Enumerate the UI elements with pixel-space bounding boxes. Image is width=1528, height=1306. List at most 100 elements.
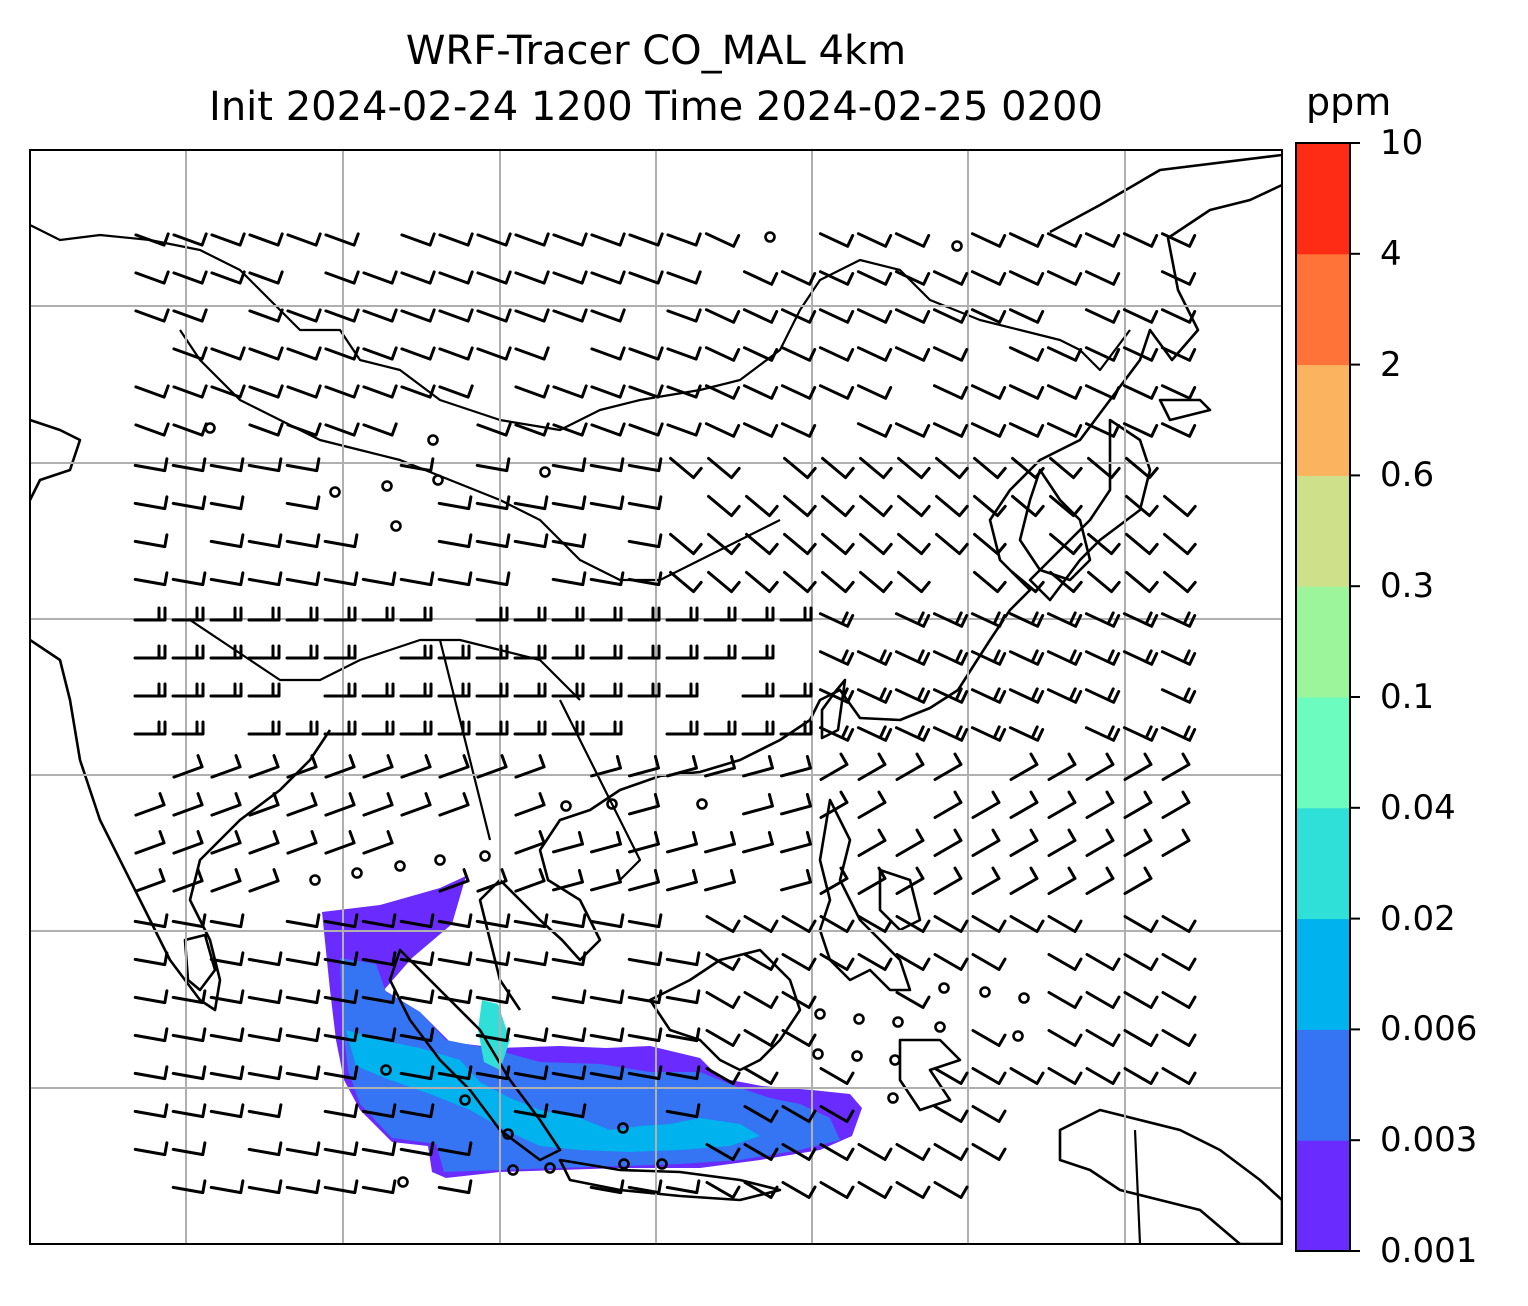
wind-barb [1046,611,1083,628]
wind-barb [323,644,357,660]
wind-barb [589,1179,625,1195]
wind-barb [285,989,321,1005]
calm-wind-marker [1012,1030,1024,1042]
wind-barb [285,1141,321,1157]
wind-barb [171,682,205,698]
wind-barb [971,915,1007,933]
wind-barb [552,384,588,399]
wind-barb [665,644,699,660]
wind-barb [1161,828,1191,857]
wind-barb [362,346,398,361]
wind-barb [247,1141,283,1157]
wind-barb [552,422,588,437]
wind-barb [590,270,626,285]
wind-barb [705,915,741,933]
wind-barb [707,532,741,556]
wind-barb [285,1179,321,1195]
wind-barb [210,232,246,247]
wind-barb [590,346,626,361]
wind-barb [362,830,394,855]
wind-barb [1046,649,1083,666]
wind-barb [705,953,741,971]
wind-barb [821,570,855,594]
calm-wind-marker [696,798,708,810]
wind-barb [361,720,395,736]
coast-east-asia [478,153,1282,1011]
calm-wind-marker [507,1164,519,1176]
wind-barb [743,991,779,1009]
wind-barb [1122,649,1159,666]
wind-barb [514,308,550,323]
wind-barb [210,830,242,855]
wind-barb [971,1143,1007,1161]
wind-barb [666,384,702,399]
wind-barb [970,384,1007,400]
wind-barb [783,570,817,594]
colorbar-segment [1296,475,1350,587]
wind-barb [627,1027,663,1043]
wind-barb [134,868,166,893]
wind-barb [476,308,512,323]
wind-barb [324,792,356,817]
wind-barb [970,687,1007,704]
wind-barb [894,346,931,362]
wind-barb [628,831,660,854]
plume-high-concentration [346,1030,760,1152]
wind-barb [362,270,398,285]
wind-barb [627,644,661,660]
wind-barb [134,830,166,855]
wind-barb [1160,308,1197,324]
wind-barb [286,308,322,323]
calm-wind-marker [979,986,991,998]
wind-barb [1085,828,1115,857]
wind-barb [707,494,741,518]
wind-barb [628,422,664,437]
wind-barb [323,1103,359,1119]
wind-barb [628,384,664,399]
colorbar-tick-label: 0.6 [1380,455,1435,496]
wind-barb [437,644,471,660]
wind-barb [438,270,474,285]
wind-barb [285,913,321,929]
calm-wind-marker [851,1050,863,1062]
wind-barb [133,1103,169,1119]
wind-barb [857,790,887,819]
wind-barb [209,606,243,622]
wind-barb [1122,725,1159,742]
wind-barb [323,606,357,622]
wind-barb [781,1181,817,1199]
wind-barb [666,232,702,247]
wind-barb [437,533,473,549]
calm-wind-marker [1018,992,1030,1004]
wind-barb [1163,494,1197,518]
wind-barb [933,1067,969,1085]
wind-barb [703,606,737,622]
wind-barb [475,606,509,622]
wind-barb [1047,1067,1083,1085]
wind-barb [819,953,855,971]
wind-barb [323,1179,359,1195]
wind-barb [897,570,931,594]
wind-barb [172,232,208,247]
wind-barb [133,495,169,511]
wind-barb [513,682,547,698]
wind-barb [665,1103,701,1119]
wind-barb [437,989,473,1005]
wind-barb [399,913,435,929]
calm-wind-marker [934,1021,946,1033]
wind-barb [1085,991,1121,1009]
wind-barb [438,308,474,323]
wind-barb [209,1179,245,1195]
wind-barb [552,869,584,892]
wind-barb [134,308,170,323]
wind-barb [476,270,512,285]
wind-barb [324,308,360,323]
wind-barb [628,793,660,816]
wind-barb [669,532,703,556]
wind-barb [475,644,509,660]
colorbar-segment [1296,253,1350,366]
wind-barb [1084,611,1121,628]
wind-barb [1046,270,1083,286]
colorbar-tick-label: 4 [1380,233,1402,274]
wind-barb [362,792,394,817]
